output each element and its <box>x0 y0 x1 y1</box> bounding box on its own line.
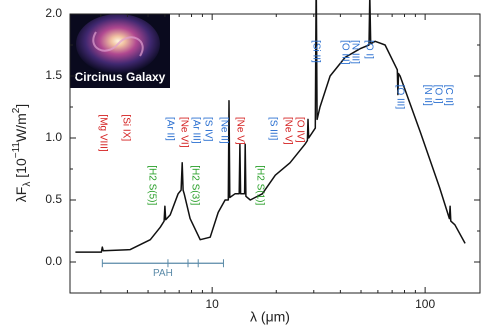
line-label: [N III] <box>349 40 360 64</box>
line-label: [Ne V] <box>234 117 245 145</box>
y-tick-label: 2.0 <box>45 6 62 20</box>
line-label: [S IV] <box>203 117 214 142</box>
y-label-part: −11 <box>11 142 22 159</box>
line-label: [Ne V] <box>282 117 293 145</box>
line-label: [N II] <box>422 85 433 106</box>
y-tick-label: 1.0 <box>45 130 62 144</box>
y-tick-label: 1.5 <box>45 68 62 82</box>
line-label: [Si II] <box>311 40 322 63</box>
line-label: [S III] <box>267 117 278 141</box>
x-tick-label: 100 <box>415 297 435 311</box>
line-label: [Ne II] <box>219 117 230 144</box>
y-label-part: W/m <box>13 113 29 142</box>
y-tick-label: 0.0 <box>45 254 62 268</box>
x-axis-label: λ (μm) <box>250 309 290 325</box>
plot-frame <box>69 13 481 294</box>
line-label: [O I] <box>432 85 443 104</box>
inset-label: Circinus Galaxy <box>75 70 166 84</box>
line-label: [H2 S(5)] <box>147 165 158 205</box>
line-label: [Ar II] <box>165 117 176 141</box>
line-label: [H2 S(1)] <box>255 165 266 205</box>
line-label: [Mg VIII] <box>98 114 109 151</box>
y-label-part: 2 <box>11 107 22 113</box>
line-label: [Ar III] <box>191 117 202 144</box>
line-label: [Si IX] <box>121 114 132 141</box>
y-label-part: λ <box>22 182 33 187</box>
line-label: [Ne VI] <box>179 117 190 148</box>
y-label-part: ] <box>13 104 29 108</box>
line-label: [C II] <box>443 85 454 106</box>
line-label: [O III] <box>339 40 350 65</box>
pah-label: PAH <box>153 268 173 279</box>
line-label: [H2 S(3)] <box>190 165 201 205</box>
x-tick-label: 10 <box>205 297 219 311</box>
line-label: [O IV] <box>295 117 306 143</box>
y-tick-label: 0.5 <box>45 192 62 206</box>
line-label: [O I] <box>364 40 375 59</box>
inset-image <box>70 14 170 88</box>
spectrum-line <box>75 0 466 253</box>
y-label-part: [10 <box>13 158 29 182</box>
y-axis-label: λFλ [10−11W/m2] <box>11 104 33 202</box>
y-label-part: λF <box>13 187 29 203</box>
line-label: [O III] <box>394 85 405 110</box>
